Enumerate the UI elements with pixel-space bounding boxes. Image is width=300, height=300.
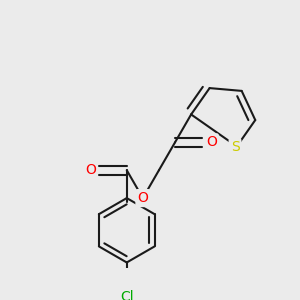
Text: S: S [231, 140, 239, 154]
Text: O: O [137, 191, 148, 205]
Text: Cl: Cl [120, 290, 134, 300]
Text: O: O [85, 163, 96, 177]
Text: O: O [206, 135, 217, 149]
